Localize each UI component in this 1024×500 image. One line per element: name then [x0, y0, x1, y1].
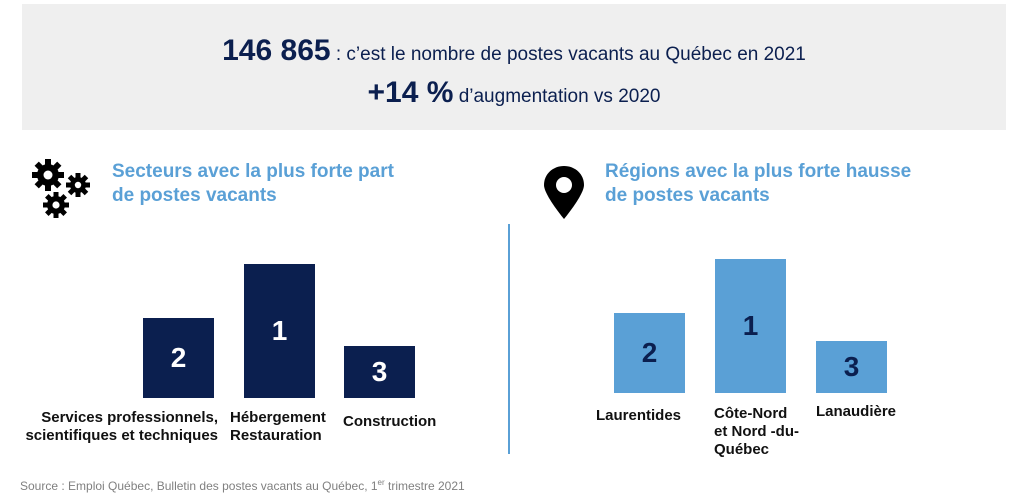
right-bar-1-label: 1: [742, 310, 759, 341]
right-bar-3: 3: [816, 341, 887, 393]
stat2-text: d’augmentation vs 2020: [453, 86, 661, 107]
left-category-3: Construction: [343, 413, 437, 430]
section-divider: [508, 224, 510, 454]
left-bar-1: 1: [244, 264, 315, 398]
left-title-line1: Secteurs avec la plus forte part: [112, 161, 394, 182]
right-category-3: Lanaudière: [816, 403, 897, 420]
right-bar-3-label: 3: [843, 351, 860, 382]
right-category-2: Côte-Nord et Nord -du-Québec: [714, 405, 799, 458]
stat1-value: 146 865: [222, 34, 331, 67]
left-bar-1-label: 1: [271, 315, 288, 346]
right-title-line2: de postes vacants: [605, 185, 770, 206]
source-prefix: Source : Emploi Québec, Bulletin des pos…: [20, 479, 378, 493]
source-suffix: trimestre 2021: [384, 479, 465, 493]
left-bar-2-label: 2: [170, 342, 187, 373]
left-category-1: Services professionnels, scientifiques e…: [25, 409, 218, 444]
stat1-text: : c’est le nombre de postes vacants au Q…: [330, 44, 806, 65]
right-bar-2-label: 2: [641, 337, 658, 368]
source-sup: er: [377, 478, 385, 487]
stat-line-2: +14 % d’augmentation vs 2020: [22, 76, 1006, 110]
right-bar-1: 1: [715, 259, 786, 393]
left-bar-3: 3: [344, 346, 415, 398]
left-section-title: Secteurs avec la plus forte part de post…: [112, 160, 394, 208]
stat2-value: +14 %: [367, 76, 454, 109]
left-category-2: Hébergement Restauration: [230, 409, 326, 444]
summary-banner: 146 865 : c’est le nombre de postes vaca…: [22, 4, 1006, 130]
right-bar-2: 2: [614, 313, 685, 393]
left-bar-3-label: 3: [371, 356, 388, 387]
right-section-title: Régions avec la plus forte hausse de pos…: [605, 160, 911, 208]
map-pin-icon: [541, 165, 587, 226]
right-category-1: Laurentides: [596, 407, 682, 424]
gears-icon: [30, 157, 94, 226]
left-bar-2: 2: [143, 318, 214, 398]
right-title-line1: Régions avec la plus forte hausse: [605, 161, 912, 182]
left-title-line2: de postes vacants: [112, 185, 277, 206]
stat-line-1: 146 865 : c’est le nombre de postes vaca…: [22, 34, 1006, 68]
source-note: Source : Emploi Québec, Bulletin des pos…: [20, 478, 465, 493]
